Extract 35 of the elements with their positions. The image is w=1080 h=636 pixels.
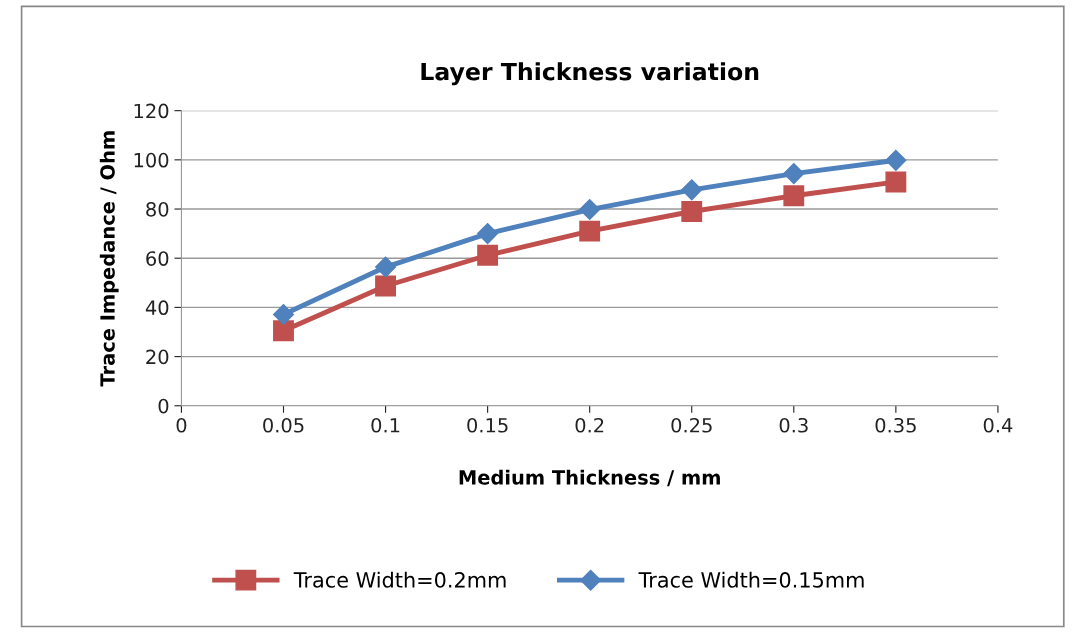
y-tick-label: 20: [146, 349, 169, 365]
y-tick-label: 60: [146, 251, 169, 266]
point: [783, 163, 805, 185]
legend-label: Trace Width=0.15mm: [638, 571, 864, 588]
x-tick-label: 0.4: [983, 417, 1013, 433]
point: [681, 201, 703, 222]
point: [783, 185, 805, 207]
point: [273, 320, 294, 342]
y-tick-label: 40: [145, 300, 169, 316]
y-axis-title: Trace Impedance / Ohm: [99, 131, 119, 387]
chart-title: Layer Thickness variation: [421, 62, 759, 86]
point: [579, 199, 601, 221]
point: [579, 220, 601, 242]
x-tick-label: 0.3: [779, 417, 808, 433]
x-tick-label: 0.25: [671, 417, 712, 433]
point: [885, 171, 907, 193]
x-tick-label: 0.05: [263, 417, 304, 433]
legend-label: Trace Width=0.2mm: [293, 571, 506, 588]
y-tick-label: 80: [146, 201, 169, 217]
point: [477, 223, 499, 245]
x-tick-label: 0.15: [467, 417, 508, 433]
x-tick-label: 0.35: [875, 417, 916, 433]
x-tick-label: 0.1: [371, 417, 400, 433]
x-tick-label: 0: [176, 417, 187, 433]
point: [375, 275, 396, 297]
y-tick-label: 120: [134, 103, 169, 119]
y-tick-label: 0: [158, 398, 169, 414]
y-tick-label: 100: [134, 152, 169, 168]
point: [375, 256, 397, 278]
point: [885, 149, 907, 171]
point: [681, 179, 703, 201]
x-tick-label: 0.2: [575, 417, 604, 433]
x-axis-title: Medium Thickness / mm: [459, 469, 720, 487]
point: [272, 304, 295, 326]
point: [477, 244, 499, 266]
